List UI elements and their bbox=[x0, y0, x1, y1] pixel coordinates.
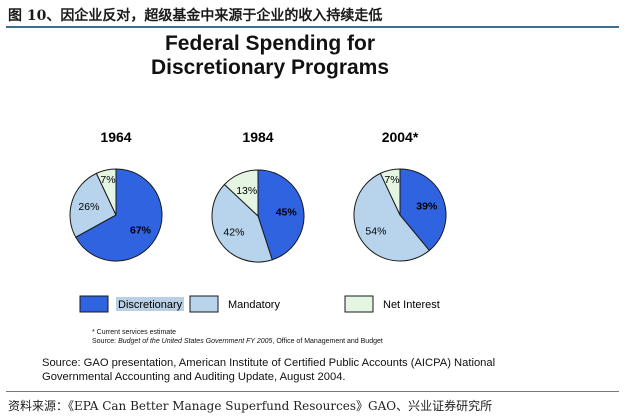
slice-value-label: 39% bbox=[416, 200, 438, 212]
slice-value-label: 45% bbox=[276, 207, 298, 219]
slice-value-label: 26% bbox=[78, 201, 99, 213]
legend-swatch-discretionary bbox=[79, 295, 109, 313]
pie-slice-discretionary bbox=[257, 169, 305, 261]
pie-slice-net-interest bbox=[223, 169, 259, 218]
legend-label-net-interest: Net Interest bbox=[383, 299, 440, 311]
slice-value-label: 7% bbox=[100, 174, 115, 186]
caption-divider bbox=[6, 26, 619, 28]
chart-title-line-2: Discretionary Programs bbox=[150, 56, 390, 79]
pie-slice-net-interest bbox=[95, 168, 117, 216]
legend-swatch-net-interest bbox=[344, 295, 374, 313]
pie-slice-discretionary bbox=[75, 168, 163, 262]
pie-year-label: 2004* bbox=[382, 129, 419, 145]
source-text: Source: GAO presentation, American Insti… bbox=[42, 357, 496, 383]
pie-slice-net-interest bbox=[379, 168, 401, 216]
pie-slice-mandatory bbox=[353, 172, 431, 262]
pie-slice-discretionary bbox=[399, 168, 447, 252]
chart-title: Federal Spending for Discretionary Progr… bbox=[0, 32, 540, 80]
slice-value-label: 13% bbox=[236, 185, 257, 197]
slice-value-label: 67% bbox=[130, 225, 152, 237]
footnote-current-services: * Current services estimate bbox=[92, 329, 177, 336]
footnote-source-title: Budget of the United States Government F… bbox=[118, 338, 273, 345]
pie-year-label: 1984 bbox=[242, 129, 273, 145]
footnote-omb-source: Source: Budget of the United States Gove… bbox=[92, 338, 383, 345]
legend-label-mandatory: Mandatory bbox=[228, 299, 280, 311]
slice-value-label: 54% bbox=[365, 225, 386, 237]
footer-divider bbox=[6, 391, 619, 392]
footnote-source-prefix: Source: bbox=[92, 338, 119, 345]
figure-caption: 图 10、因企业反对，超级基金中来源于企业的收入持续走低 bbox=[8, 8, 383, 24]
legend-swatch-mandatory bbox=[189, 295, 219, 313]
pie-slice-mandatory bbox=[211, 183, 273, 263]
slice-value-label: 7% bbox=[384, 174, 399, 186]
footer-source: 资料来源：《EPA Can Better Manage Superfund Re… bbox=[8, 399, 493, 413]
pie-slice-mandatory bbox=[69, 172, 117, 238]
slice-value-label: 42% bbox=[223, 226, 244, 238]
legend-label-discretionary: Discretionary bbox=[118, 299, 183, 311]
footnote-source-suffix: , Office of Management and Budget bbox=[272, 338, 383, 345]
legend-text-highlight bbox=[116, 297, 184, 311]
pie-year-label: 1964 bbox=[100, 129, 131, 145]
chart-title-line-1: Federal Spending for bbox=[164, 32, 376, 55]
